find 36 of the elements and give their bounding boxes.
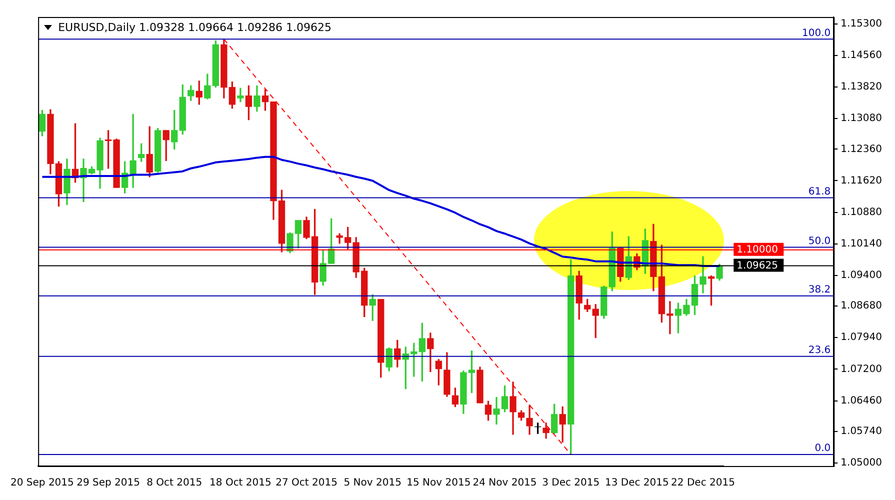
x-tick-label: 13 Dec 2015 <box>604 478 669 489</box>
annotation: 61.8 <box>808 186 831 198</box>
x-tick-label: 27 Oct 2015 <box>276 478 338 489</box>
y-tick-label: 1.11620 <box>840 175 882 186</box>
x-tick-label: 3 Dec 2015 <box>542 478 600 489</box>
y-tick-label: 1.08680 <box>840 300 882 312</box>
y-tick-label: 1.09400 <box>840 270 882 281</box>
y-tick-label: 1.05740 <box>840 426 882 438</box>
y-tick-label: 1.10140 <box>840 238 882 250</box>
x-tick-label: 15 Nov 2015 <box>406 478 471 489</box>
candlestick <box>237 88 244 102</box>
y-tick-label: 1.10880 <box>840 206 882 218</box>
x-tick-label: 8 Oct 2015 <box>146 478 202 489</box>
chart-title: EURUSD,Daily 1.09328 1.09664 1.09286 1.09625 <box>58 21 332 34</box>
y-tick-label: 1.14560 <box>840 50 882 61</box>
y-tick-label: 1.15300 <box>840 18 882 30</box>
annotation: 100.0 <box>802 28 831 39</box>
annotation: 23.6 <box>808 345 831 356</box>
annotation: 0.0 <box>814 443 831 454</box>
y-tick-label: 1.13820 <box>840 82 882 93</box>
x-tick-label: 29 Sep 2015 <box>76 478 140 489</box>
y-tick-label: 1.12360 <box>840 144 882 155</box>
x-tick-label: 5 Nov 2015 <box>344 478 402 489</box>
y-tick-label: 1.07200 <box>840 364 882 375</box>
y-tick-label: 1.05000 <box>840 458 882 469</box>
x-tick-label: 18 Oct 2015 <box>210 478 272 489</box>
ref-line-label: 1.10000 <box>736 244 778 256</box>
y-tick-label: 1.07940 <box>840 332 882 344</box>
x-tick-label: 22 Dec 2015 <box>671 478 735 489</box>
annotation: 50.0 <box>808 236 831 247</box>
x-tick-label: 20 Sep 2015 <box>10 478 74 489</box>
x-tick-label: 24 Nov 2015 <box>472 478 537 489</box>
y-tick-label: 1.13080 <box>840 113 882 124</box>
y-tick-label: 1.06460 <box>840 395 882 406</box>
annotation: 38.2 <box>808 284 831 296</box>
ref-line-label: 1.09625 <box>736 260 778 272</box>
